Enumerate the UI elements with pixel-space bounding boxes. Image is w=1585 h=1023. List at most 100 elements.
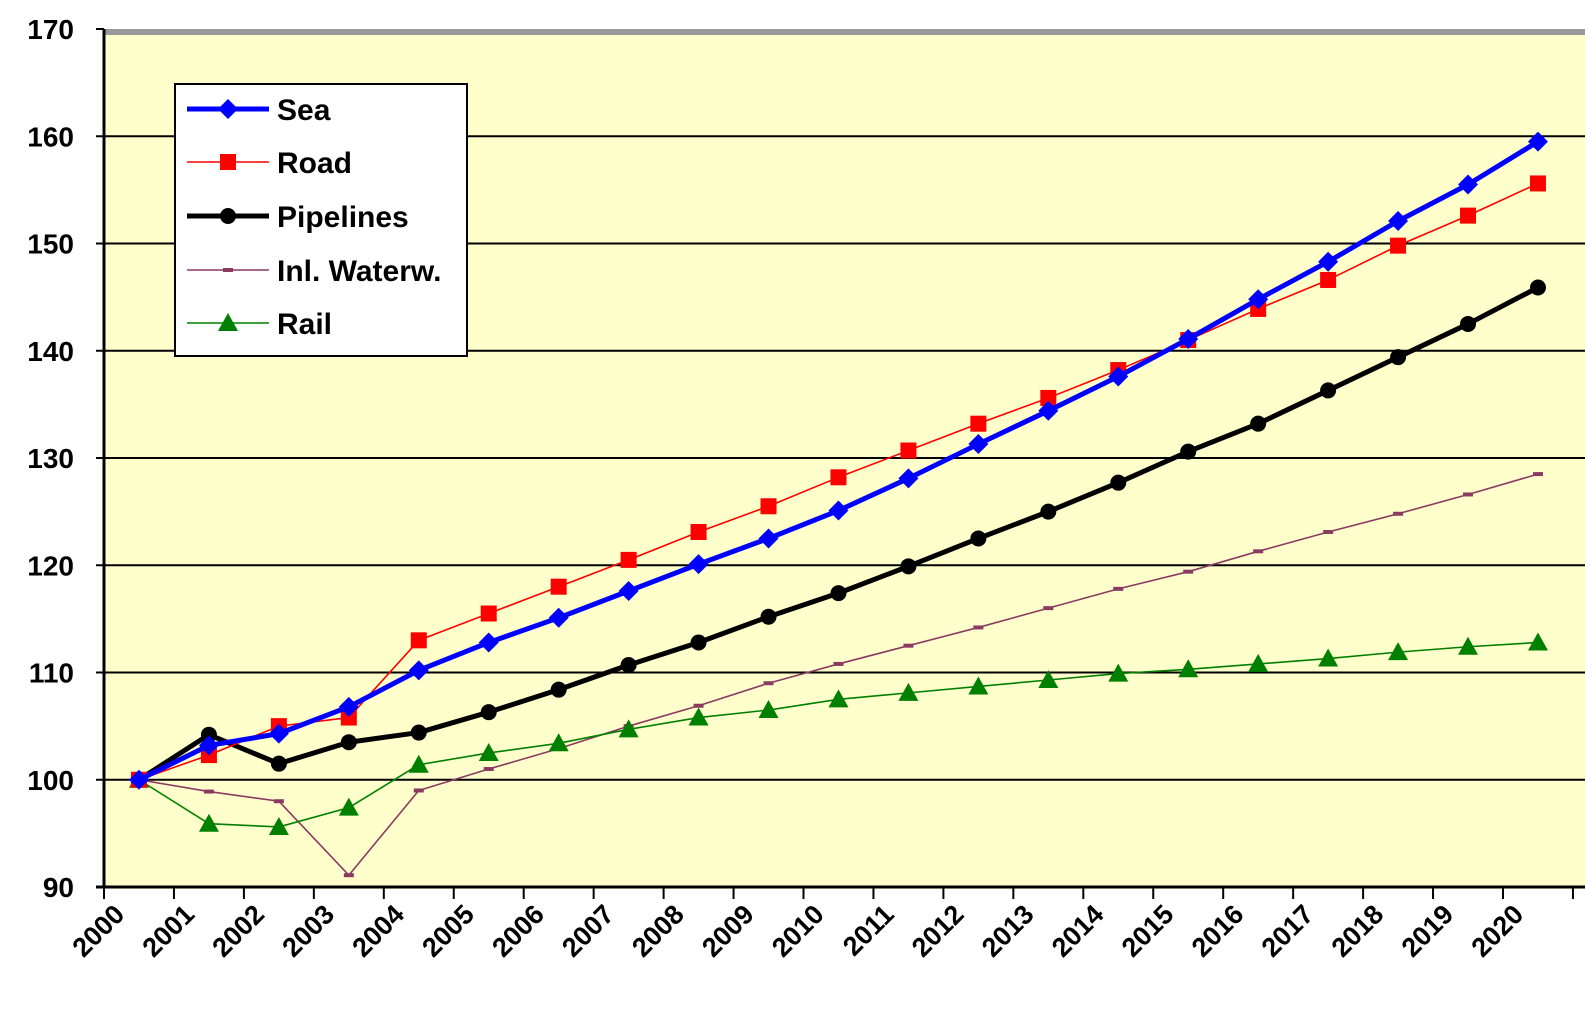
data-point-rail-2001 <box>198 813 219 832</box>
x-tick-label-2017: 2017 <box>1256 899 1320 963</box>
data-point-rail-2017 <box>1318 648 1339 667</box>
data-point-rail-2016 <box>1248 653 1269 672</box>
x-tick-label-2019: 2019 <box>1396 899 1460 963</box>
data-point-inl-waterw-2008 <box>693 703 704 708</box>
data-point-sea-2008 <box>688 554 709 575</box>
data-point-road-2009 <box>760 498 777 515</box>
x-tick-label-2015: 2015 <box>1116 899 1180 963</box>
data-point-sea-2017 <box>1318 251 1339 272</box>
data-point-road-2007 <box>620 551 637 568</box>
x-tick-label-2001: 2001 <box>136 899 200 963</box>
data-point-road-2008 <box>690 524 707 541</box>
data-point-inl-waterw-2003 <box>343 873 354 878</box>
data-point-pipelines-2008 <box>690 634 707 651</box>
data-point-pipelines-2014 <box>1110 474 1127 491</box>
data-point-sea-2019 <box>1458 174 1479 195</box>
data-point-inl-waterw-2002 <box>273 799 284 804</box>
data-point-inl-waterw-2005 <box>483 767 494 772</box>
x-tick-label-2018: 2018 <box>1326 899 1390 963</box>
legend-marker-sea <box>218 99 238 119</box>
x-tick-label-2006: 2006 <box>486 899 550 963</box>
data-point-sea-2012 <box>968 434 989 455</box>
data-point-sea-2007 <box>618 580 639 601</box>
data-point-sea-2020 <box>1527 131 1548 152</box>
series-layer <box>128 131 1548 878</box>
x-tick-label-2016: 2016 <box>1186 899 1250 963</box>
data-point-pipelines-2017 <box>1320 382 1337 399</box>
data-point-sea-2001 <box>198 735 219 756</box>
data-point-pipelines-2015 <box>1180 443 1197 460</box>
y-tick-label-140: 140 <box>27 336 74 367</box>
data-point-rail-2004 <box>408 754 429 773</box>
legend-label-inl-waterw: Inl. Waterw. <box>277 255 441 288</box>
data-point-rail-2015 <box>1178 659 1199 678</box>
data-point-rail-2014 <box>1108 663 1129 682</box>
series-sea <box>128 131 1548 790</box>
data-point-pipelines-2016 <box>1250 415 1267 432</box>
x-axis-ticks: 2000 2001 2002 2003 2004 2005 2006 2007 2008 2009… <box>67 887 1574 963</box>
series-rail <box>128 632 1548 835</box>
data-point-road-2012 <box>970 415 987 432</box>
x-tick-label-2010: 2010 <box>766 899 830 963</box>
data-point-inl-waterw-2013 <box>1043 606 1054 611</box>
legend-label-sea: Sea <box>277 94 331 127</box>
data-point-pipelines-2020 <box>1529 279 1546 296</box>
data-point-pipelines-2010 <box>830 585 847 602</box>
data-point-road-2019 <box>1460 207 1477 224</box>
y-tick-label-90: 90 <box>43 872 74 903</box>
data-point-rail-2018 <box>1388 642 1409 661</box>
data-point-road-2020 <box>1529 175 1546 192</box>
x-tick-label-2000: 2000 <box>67 899 131 963</box>
data-point-road-2006 <box>550 578 567 595</box>
x-tick-label-2020: 2020 <box>1466 899 1530 963</box>
data-point-sea-2002 <box>268 723 289 744</box>
data-point-pipelines-2001 <box>200 726 217 743</box>
x-tick-label-2009: 2009 <box>696 899 760 963</box>
legend-label-rail: Rail <box>277 308 332 341</box>
legend-marker-inl-waterw <box>223 268 233 272</box>
x-tick-label-2012: 2012 <box>906 899 970 963</box>
data-point-sea-2014 <box>1108 366 1129 387</box>
data-point-pipelines-2002 <box>270 755 287 772</box>
legend-marker-road <box>220 154 236 170</box>
data-point-rail-2010 <box>828 689 849 708</box>
data-point-sea-2006 <box>548 607 569 628</box>
y-axis-ticks: 90 100 110 120 130 140 150 160 170 <box>27 14 104 903</box>
x-tick-label-2002: 2002 <box>206 899 270 963</box>
data-point-sea-2016 <box>1248 289 1269 310</box>
data-point-inl-waterw-2001 <box>203 789 214 794</box>
data-point-rail-2006 <box>548 733 569 752</box>
data-point-rail-2005 <box>478 742 499 761</box>
data-point-sea-2013 <box>1038 400 1059 421</box>
data-point-pipelines-2006 <box>550 681 567 698</box>
x-tick-label-2014: 2014 <box>1046 899 1110 963</box>
data-point-rail-2013 <box>1038 670 1059 689</box>
x-tick-label-2005: 2005 <box>416 899 480 963</box>
data-point-inl-waterw-2004 <box>413 788 424 793</box>
data-point-road-2010 <box>830 469 847 486</box>
data-point-rail-2009 <box>758 700 779 719</box>
data-point-road-2013 <box>1040 389 1057 406</box>
data-point-pipelines-2011 <box>900 558 917 575</box>
data-point-pipelines-2013 <box>1040 503 1057 520</box>
data-point-rail-2008 <box>688 707 709 726</box>
x-tick-label-2007: 2007 <box>556 899 620 963</box>
data-point-inl-waterw-2020 <box>1532 472 1543 477</box>
data-point-inl-waterw-2016 <box>1253 549 1264 554</box>
data-point-road-2005 <box>480 605 497 622</box>
legend-marker-rail <box>218 313 238 331</box>
data-point-pipelines-2004 <box>410 724 427 741</box>
data-point-rail-2012 <box>968 676 989 695</box>
y-tick-label-150: 150 <box>27 229 74 260</box>
data-point-sea-2010 <box>828 500 849 521</box>
legend-label-road: Road <box>277 147 352 180</box>
data-point-sea-2011 <box>898 468 919 489</box>
data-point-inl-waterw-2017 <box>1323 530 1334 535</box>
data-point-inl-waterw-2012 <box>973 625 984 630</box>
data-point-sea-2000 <box>128 769 149 790</box>
x-tick-label-2003: 2003 <box>276 899 340 963</box>
data-point-inl-waterw-2011 <box>903 643 914 648</box>
series-pipelines <box>130 279 1546 788</box>
data-point-inl-waterw-2009 <box>763 681 774 686</box>
